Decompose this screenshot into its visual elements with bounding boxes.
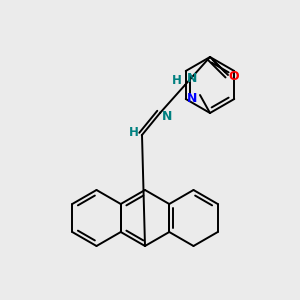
Text: N: N (187, 92, 197, 106)
Text: H: H (172, 74, 182, 88)
Text: O: O (229, 70, 239, 83)
Text: H: H (129, 125, 139, 139)
Text: N: N (162, 110, 172, 124)
Text: N: N (187, 73, 197, 85)
